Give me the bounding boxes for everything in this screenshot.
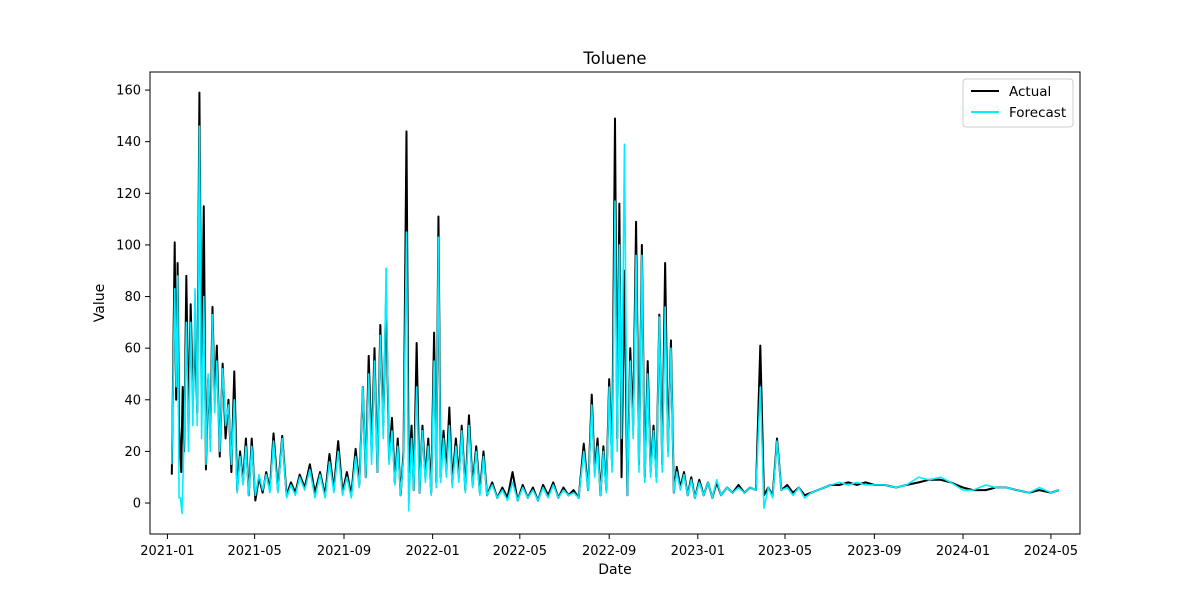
x-tick-label: 2021-01 xyxy=(140,544,194,559)
y-tick-label: 80 xyxy=(124,290,141,305)
x-tick-label: 2023-01 xyxy=(671,544,725,559)
y-tick-label: 120 xyxy=(116,187,141,202)
chart-title: Toluene xyxy=(582,49,646,68)
x-tick-label: 2022-09 xyxy=(582,544,636,559)
y-tick-label: 60 xyxy=(124,342,141,357)
x-tick-label: 2022-05 xyxy=(493,544,547,559)
y-tick-label: 140 xyxy=(116,135,141,150)
x-tick-label: 2024-01 xyxy=(936,544,990,559)
y-tick-label: 100 xyxy=(116,238,141,253)
y-tick-label: 20 xyxy=(124,445,141,460)
x-tick-label: 2021-05 xyxy=(227,544,281,559)
legend-label-forecast: Forecast xyxy=(1009,105,1066,121)
x-tick-label: 2023-09 xyxy=(847,544,901,559)
x-tick-label: 2021-09 xyxy=(317,544,371,559)
plot-area xyxy=(149,71,1081,535)
legend: Actual Forecast xyxy=(962,78,1074,128)
x-tick-label: 2022-01 xyxy=(405,544,459,559)
y-tick-label: 160 xyxy=(116,84,141,99)
x-axis-title: Date xyxy=(598,562,631,578)
series-layer xyxy=(170,91,1060,515)
y-axis: 0 20 40 60 80 100 120 140 160 xyxy=(116,84,150,512)
series-line-forecast xyxy=(171,125,1060,515)
x-tick-label: 2023-05 xyxy=(758,544,812,559)
y-axis-title: Value xyxy=(92,284,108,322)
y-tick-label: 40 xyxy=(124,393,141,408)
x-axis: 2021-01 2021-05 2021-09 2022-01 2022-05 2022-… xyxy=(140,534,1078,559)
y-tick-label: 0 xyxy=(133,497,141,512)
legend-label-actual: Actual xyxy=(1009,84,1051,100)
x-tick-label: 2024-05 xyxy=(1024,544,1078,559)
